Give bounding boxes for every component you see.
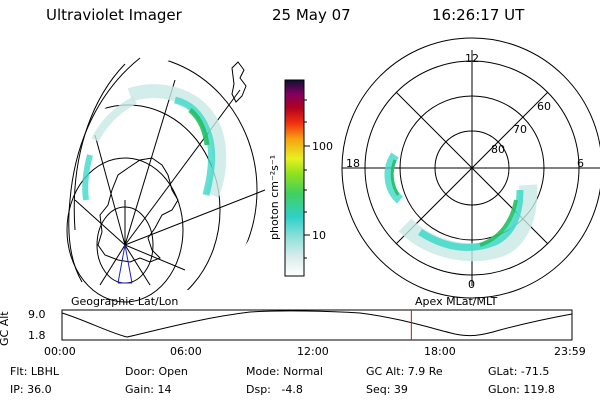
glon-readout: GLon: 119.8 — [488, 383, 555, 396]
gc-alt-readout: GC Alt: 7.9 Re — [366, 365, 443, 378]
mlat-label-60: 60 — [537, 100, 551, 113]
mlt-label-18: 18 — [346, 157, 360, 170]
timeline-xtick-3: 18:00 — [424, 345, 456, 358]
glat-readout: GLat: -71.5 — [488, 365, 550, 378]
altitude-timeline: GC Alt 9.0 1.8 — [0, 308, 573, 346]
mlat-label-80: 80 — [491, 143, 505, 156]
timeline-xtick-0: 00:00 — [44, 345, 76, 358]
dsp-readout: Dsp: -4.8 — [246, 383, 303, 396]
instrument-title: Ultraviolet Imager — [46, 6, 182, 24]
aurora-polar — [384, 152, 538, 262]
mlat-label-70: 70 — [513, 123, 527, 136]
timeline-xtick-1: 06:00 — [170, 345, 202, 358]
date-label: 25 May 07 — [272, 6, 351, 24]
aurora-geo — [82, 84, 227, 201]
mode-readout: Mode: Normal — [246, 365, 323, 378]
polar-plot: 12 18 6 0 60 70 80 — [341, 37, 600, 299]
filter-readout: Flt: LBHL — [10, 365, 59, 378]
timeline-ytick-top: 9.0 — [28, 308, 46, 321]
timeline-xtick-2: 12:00 — [297, 345, 329, 358]
mlt-label-0: 0 — [468, 278, 475, 291]
timeline-axis-label: GC Alt — [0, 311, 11, 346]
timeline-xtick-4: 23:59 — [554, 345, 586, 358]
mlt-label-6: 6 — [577, 157, 584, 170]
polar-panel-label: Apex MLat/MLT — [415, 295, 498, 308]
door-readout: Door: Open — [125, 365, 188, 378]
gain-readout: Gain: 14 — [125, 383, 172, 396]
mlt-label-12: 12 — [465, 52, 479, 65]
time-label: 16:26:17 UT — [432, 6, 525, 24]
colorbar-unit-label: photon cm⁻²s⁻¹ — [268, 155, 281, 240]
colorbar-tick-10: 10 — [312, 229, 326, 242]
timeline-ytick-bottom: 1.8 — [28, 329, 46, 342]
seq-readout: Seq: 39 — [366, 383, 408, 396]
colorbar-tick-100: 100 — [312, 140, 333, 153]
ip-readout: IP: 36.0 — [10, 383, 52, 396]
geographic-map — [65, 57, 266, 303]
colorbar: 100 10 photon cm⁻²s⁻¹ — [268, 79, 333, 277]
geo-panel-label: Geographic Lat/Lon — [71, 295, 179, 308]
